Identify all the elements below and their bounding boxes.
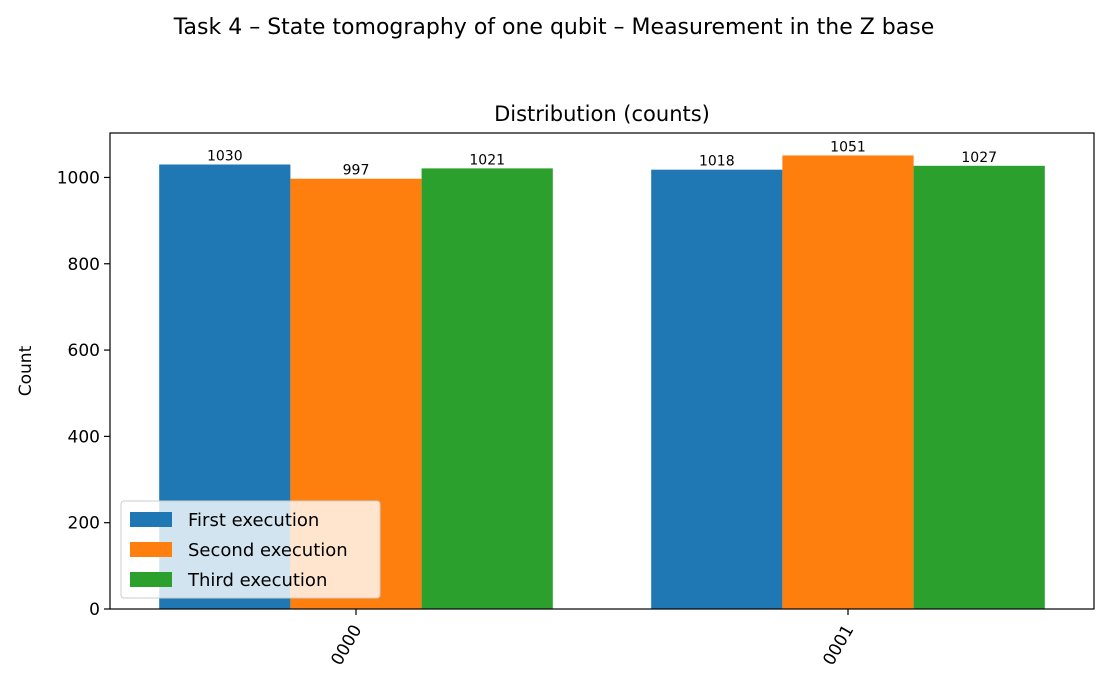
y-tick-label: 1000 xyxy=(57,168,100,188)
legend-swatch xyxy=(130,512,172,527)
bar-0001-series-1 xyxy=(651,169,783,609)
legend-swatch xyxy=(130,542,172,557)
y-tick-label: 200 xyxy=(68,514,100,534)
y-tick-label: 800 xyxy=(68,255,100,275)
legend-label: First execution xyxy=(188,510,319,531)
x-tick-label: 0001 xyxy=(819,622,858,669)
chart-title: Distribution (counts) xyxy=(494,102,710,126)
y-tick-label: 400 xyxy=(68,427,100,447)
legend-box xyxy=(120,500,381,599)
x-axis: 0000 0001 xyxy=(327,609,858,669)
bar-labels-layer: 1030 1018 997 1051 1021 1027 xyxy=(207,139,997,178)
legend-swatch xyxy=(130,572,172,587)
bar-0000-series-3 xyxy=(421,168,553,609)
plot-frame xyxy=(109,132,1095,610)
bar-value-label: 1051 xyxy=(830,139,866,155)
legend: First execution Second execution Third exe… xyxy=(120,500,381,599)
bar-0001-series-3 xyxy=(913,165,1045,610)
x-tick-label: 0000 xyxy=(327,622,366,669)
legend-label: Second execution xyxy=(188,540,348,561)
y-tick-label: 600 xyxy=(68,341,100,361)
y-axis: 0 200 400 600 800 1000 xyxy=(57,168,110,620)
bar-value-label: 1030 xyxy=(207,149,243,165)
legend-label: Third execution xyxy=(187,570,327,591)
bars-layer xyxy=(159,155,1045,610)
figure-suptitle: Task 4 – State tomography of one qubit –… xyxy=(173,15,934,40)
bar-value-label: 1018 xyxy=(699,154,735,170)
y-axis-label: Count xyxy=(16,345,36,396)
y-tick-label: 0 xyxy=(89,600,100,620)
bar-value-label: 1021 xyxy=(469,152,505,168)
bar-value-label: 997 xyxy=(343,163,370,179)
bar-0001-series-2 xyxy=(782,155,914,609)
bar-value-label: 1027 xyxy=(961,150,997,166)
